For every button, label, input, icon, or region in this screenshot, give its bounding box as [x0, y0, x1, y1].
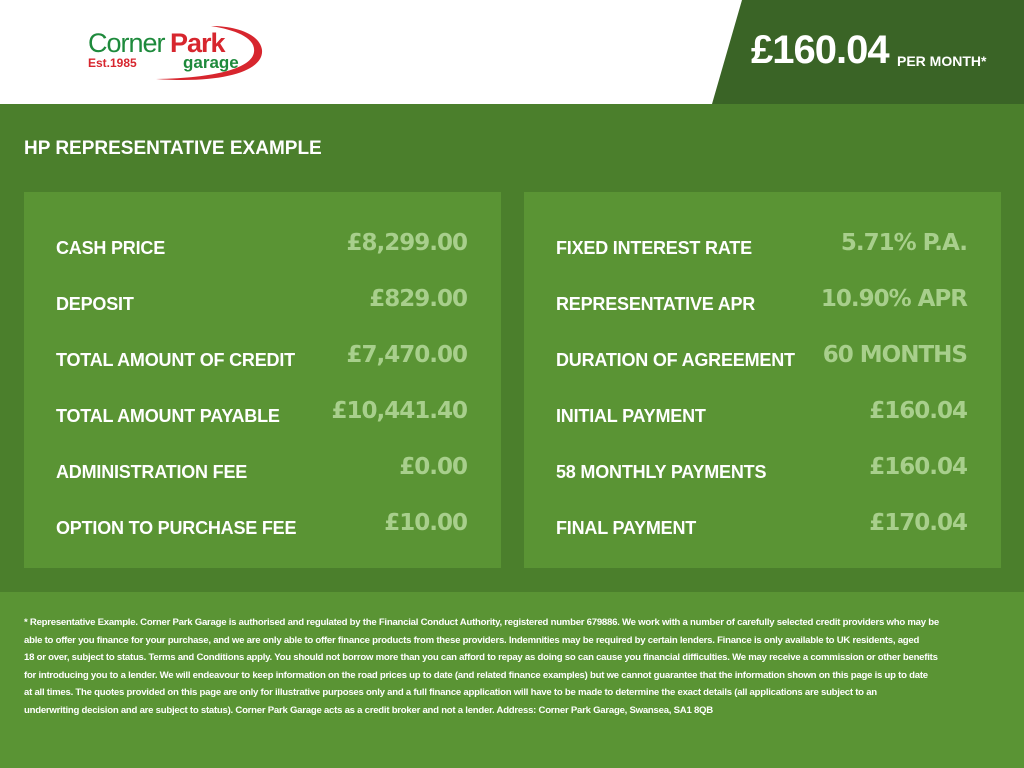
logo-corner: Corner — [88, 28, 166, 58]
row-value: £829.00 — [369, 286, 468, 312]
finance-row: ADMINISTRATION FEE £0.00 — [56, 454, 468, 484]
disclaimer-line: able to offer you finance for your purch… — [24, 634, 920, 646]
disclaimer: * Representative Example. Corner Park Ga… — [24, 614, 939, 720]
row-value: £160.04 — [869, 454, 968, 480]
row-label: ADMINISTRATION FEE — [56, 462, 248, 482]
disclaimer-line: * Representative Example. Corner Park Ga… — [24, 617, 939, 628]
finance-row: OPTION TO PURCHASE FEE £10.00 — [56, 510, 468, 540]
row-label: FINAL PAYMENT — [556, 518, 697, 538]
row-label: TOTAL AMOUNT PAYABLE — [56, 406, 280, 426]
row-value: 10.90% APR — [820, 286, 968, 312]
row-label: INITIAL PAYMENT — [556, 406, 706, 426]
finance-row: CASH PRICE £8,299.00 — [56, 230, 468, 260]
row-label: CASH PRICE — [56, 238, 166, 258]
finance-row: DEPOSIT £829.00 — [56, 286, 468, 316]
row-label: OPTION TO PURCHASE FEE — [56, 518, 297, 538]
finance-row: INITIAL PAYMENT £160.04 — [556, 398, 968, 428]
row-value: £7,470.00 — [346, 342, 468, 368]
finance-row: REPRESENTATIVE APR 10.90% APR — [556, 286, 968, 316]
header: Corner Park Est.1985 garage £160.04 PER … — [0, 0, 1024, 104]
disclaimer-line: 18 or over, subject to status. Terms and… — [24, 652, 938, 664]
disclaimer-line: underwriting decision and are subject to… — [24, 704, 713, 716]
row-label: 58 MONTHLY PAYMENTS — [556, 462, 767, 482]
section-title: HP REPRESENTATIVE EXAMPLE — [24, 138, 322, 159]
disclaimer-line: at all times. The quotes provided on thi… — [24, 687, 877, 699]
logo-est: Est.1985 — [88, 56, 137, 70]
finance-row: TOTAL AMOUNT PAYABLE £10,441.40 — [56, 398, 468, 428]
row-value: £160.04 — [869, 398, 968, 424]
row-value: 5.71% P.A. — [840, 230, 968, 256]
row-value: 60 MONTHS — [822, 342, 968, 368]
row-label: DEPOSIT — [56, 294, 134, 314]
row-label: REPRESENTATIVE APR — [556, 294, 756, 314]
finance-row: DURATION OF AGREEMENT 60 MONTHS — [556, 342, 968, 372]
finance-example: HP REPRESENTATIVE EXAMPLE CASH PRICE £8,2… — [0, 104, 1024, 592]
left-panel: CASH PRICE £8,299.00 DEPOSIT £829.00 TOTAL A… — [24, 192, 501, 568]
monthly-price-box — [712, 0, 1024, 104]
logo-garage: garage — [183, 53, 239, 72]
row-label: FIXED INTEREST RATE — [556, 238, 752, 258]
row-value: £170.04 — [869, 510, 968, 536]
finance-row: TOTAL AMOUNT OF CREDIT £7,470.00 — [56, 342, 468, 372]
monthly-price: £160.04 — [751, 28, 890, 72]
row-label: DURATION OF AGREEMENT — [556, 350, 795, 370]
row-value: £10.00 — [384, 510, 468, 536]
per-month-label: PER MONTH* — [897, 53, 987, 69]
finance-row: FIXED INTEREST RATE 5.71% P.A. — [556, 230, 968, 260]
row-value: £10,441.40 — [331, 398, 468, 424]
row-value: £0.00 — [399, 454, 468, 480]
logo[interactable]: Corner Park Est.1985 garage — [86, 22, 266, 84]
finance-row: 58 MONTHLY PAYMENTS £160.04 — [556, 454, 968, 484]
logo-park: Park — [170, 28, 226, 58]
row-value: £8,299.00 — [346, 230, 468, 256]
disclaimer-line: for introducing you to a lender. We will… — [24, 669, 928, 681]
right-panel: FIXED INTEREST RATE 5.71% P.A. REPRESENTAT… — [524, 192, 1001, 568]
row-label: TOTAL AMOUNT OF CREDIT — [56, 350, 295, 370]
finance-row: FINAL PAYMENT £170.04 — [556, 510, 968, 540]
